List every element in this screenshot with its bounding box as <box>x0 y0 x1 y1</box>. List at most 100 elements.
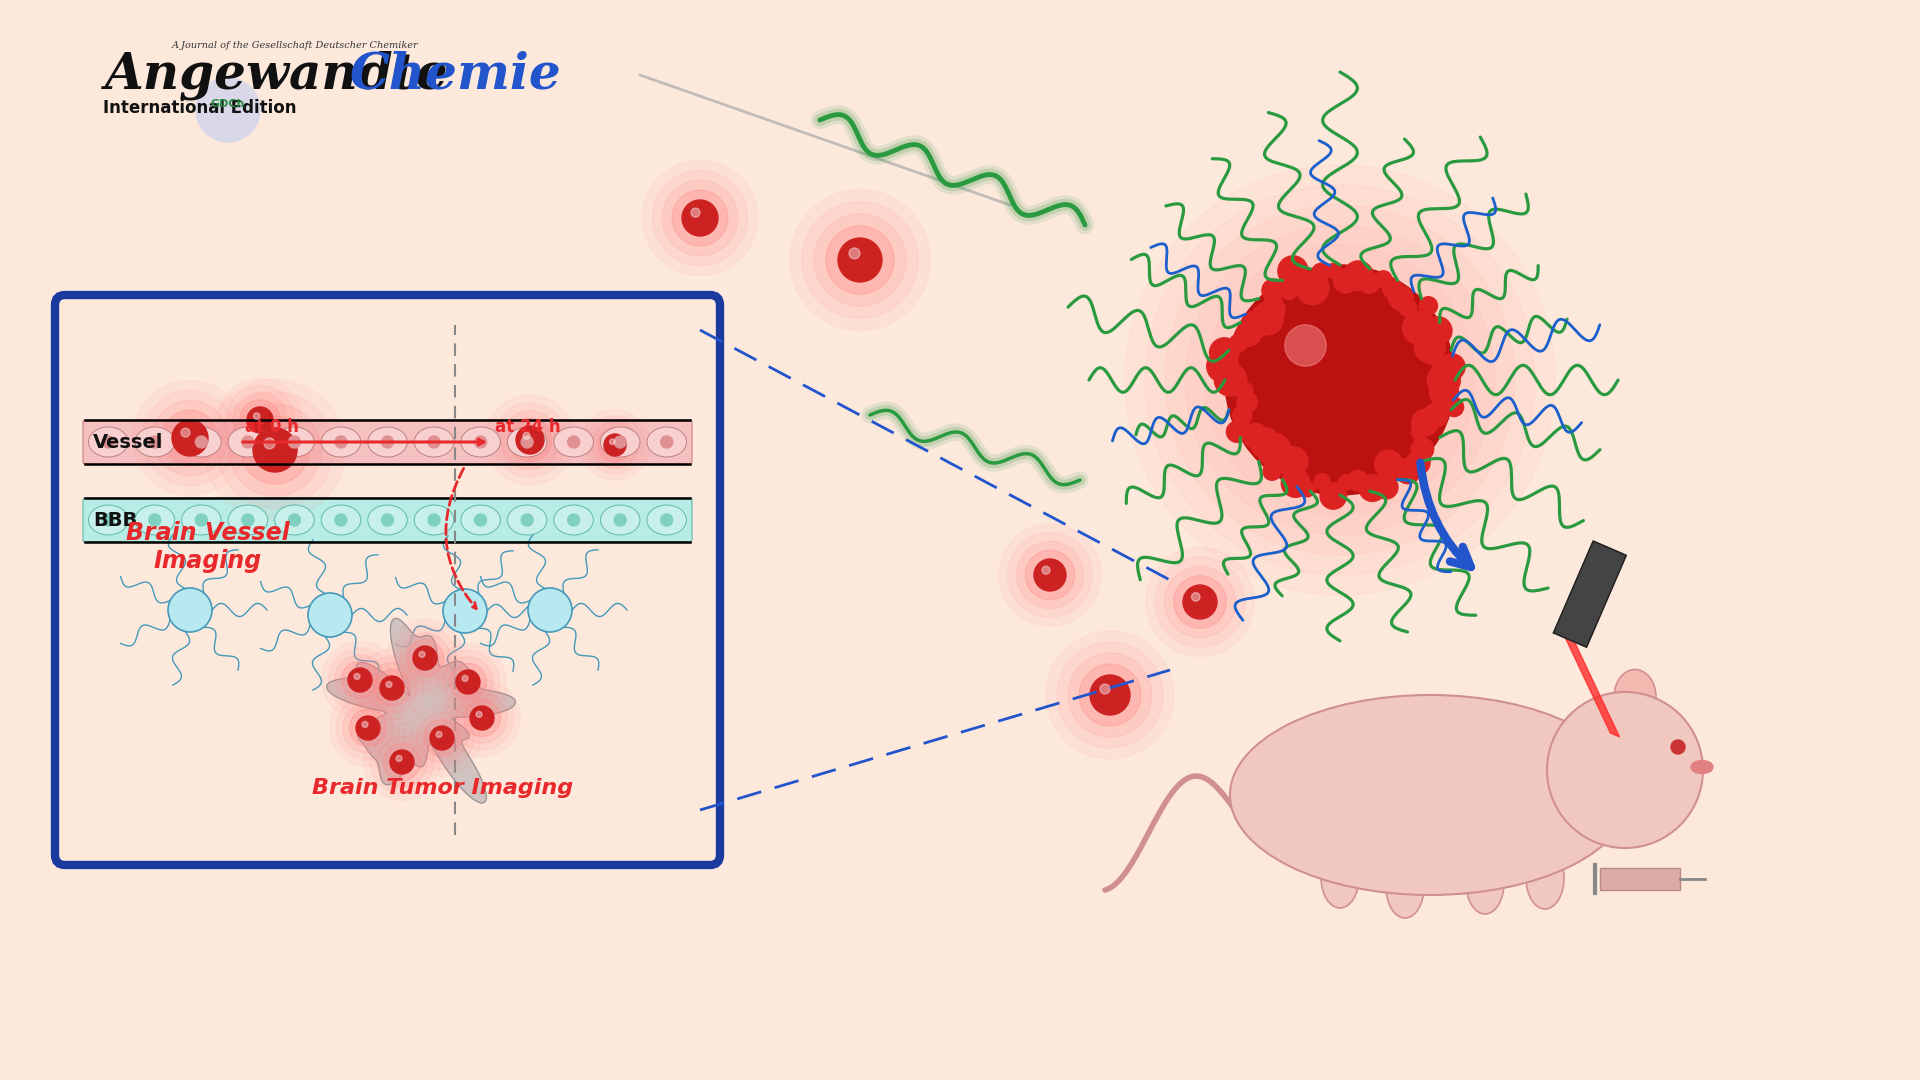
Circle shape <box>1281 284 1298 299</box>
Circle shape <box>334 514 348 526</box>
Text: BBB: BBB <box>92 511 136 529</box>
Circle shape <box>520 514 534 526</box>
Circle shape <box>253 413 259 419</box>
Circle shape <box>371 730 434 794</box>
Circle shape <box>1250 428 1281 458</box>
Circle shape <box>328 648 392 712</box>
Circle shape <box>396 755 401 761</box>
Circle shape <box>1359 272 1380 294</box>
Ellipse shape <box>182 505 221 535</box>
Circle shape <box>1311 264 1331 281</box>
Circle shape <box>1427 349 1444 366</box>
Circle shape <box>386 620 463 697</box>
Ellipse shape <box>1386 856 1425 918</box>
Circle shape <box>1382 279 1402 299</box>
Polygon shape <box>326 619 515 804</box>
Circle shape <box>1261 297 1284 321</box>
Circle shape <box>1164 566 1236 637</box>
Circle shape <box>1016 541 1083 609</box>
Circle shape <box>390 750 415 774</box>
Circle shape <box>1183 585 1217 619</box>
Circle shape <box>463 700 501 737</box>
Circle shape <box>837 238 881 282</box>
Ellipse shape <box>507 505 547 535</box>
Circle shape <box>380 676 403 700</box>
Circle shape <box>424 719 461 757</box>
Circle shape <box>348 669 372 692</box>
Circle shape <box>1046 631 1173 759</box>
FancyBboxPatch shape <box>56 295 720 865</box>
Ellipse shape <box>553 505 593 535</box>
Circle shape <box>682 200 718 237</box>
Circle shape <box>1213 364 1246 396</box>
Circle shape <box>430 726 453 750</box>
Circle shape <box>330 690 407 767</box>
Circle shape <box>789 190 931 330</box>
Circle shape <box>1263 462 1281 481</box>
Text: GDCh: GDCh <box>211 99 246 109</box>
Circle shape <box>323 642 399 718</box>
Circle shape <box>334 436 348 448</box>
Circle shape <box>1173 576 1227 629</box>
Circle shape <box>605 434 626 456</box>
Circle shape <box>1296 271 1329 305</box>
Circle shape <box>372 670 411 706</box>
Circle shape <box>1252 302 1283 335</box>
Circle shape <box>1670 740 1686 754</box>
Circle shape <box>522 432 530 440</box>
Circle shape <box>150 514 161 526</box>
Text: International Edition: International Edition <box>104 99 298 117</box>
Circle shape <box>1206 245 1475 515</box>
Circle shape <box>363 724 440 800</box>
Circle shape <box>1261 279 1284 302</box>
Circle shape <box>1411 409 1438 436</box>
Circle shape <box>1321 483 1346 509</box>
Circle shape <box>334 654 386 705</box>
Ellipse shape <box>1615 670 1655 725</box>
Circle shape <box>643 161 758 275</box>
Circle shape <box>1058 642 1164 748</box>
Text: Brain Vessel
Imaging: Brain Vessel Imaging <box>127 522 290 572</box>
Circle shape <box>417 713 467 764</box>
Circle shape <box>449 686 515 750</box>
Circle shape <box>349 710 386 746</box>
Circle shape <box>1025 550 1075 599</box>
Circle shape <box>474 514 486 526</box>
Circle shape <box>1236 392 1258 413</box>
Circle shape <box>367 663 417 713</box>
Circle shape <box>1440 354 1465 380</box>
Ellipse shape <box>1526 847 1565 909</box>
Text: Brain Tumor Imaging: Brain Tumor Imaging <box>313 778 574 798</box>
Circle shape <box>1236 322 1261 347</box>
Text: Chemie: Chemie <box>349 51 563 99</box>
Circle shape <box>591 422 637 468</box>
Ellipse shape <box>88 427 129 457</box>
Circle shape <box>407 639 444 676</box>
Circle shape <box>597 428 632 462</box>
Circle shape <box>660 514 672 526</box>
Ellipse shape <box>507 427 547 457</box>
Circle shape <box>1091 675 1131 715</box>
Ellipse shape <box>415 505 453 535</box>
Circle shape <box>803 202 918 319</box>
Circle shape <box>1344 261 1373 291</box>
Circle shape <box>849 248 860 259</box>
Circle shape <box>173 420 207 456</box>
Text: Angewandte: Angewandte <box>106 51 449 99</box>
Text: at 0 h: at 0 h <box>246 418 300 436</box>
Circle shape <box>228 404 321 496</box>
Circle shape <box>516 426 543 454</box>
Circle shape <box>1411 424 1427 441</box>
Circle shape <box>1348 471 1367 491</box>
Circle shape <box>161 410 217 465</box>
Circle shape <box>288 514 300 526</box>
Circle shape <box>568 436 580 448</box>
Circle shape <box>814 214 906 307</box>
Circle shape <box>580 409 651 481</box>
Circle shape <box>1284 325 1327 366</box>
Circle shape <box>399 633 449 684</box>
Circle shape <box>1396 459 1421 484</box>
Circle shape <box>428 436 440 448</box>
Circle shape <box>476 712 482 717</box>
Circle shape <box>132 380 248 496</box>
